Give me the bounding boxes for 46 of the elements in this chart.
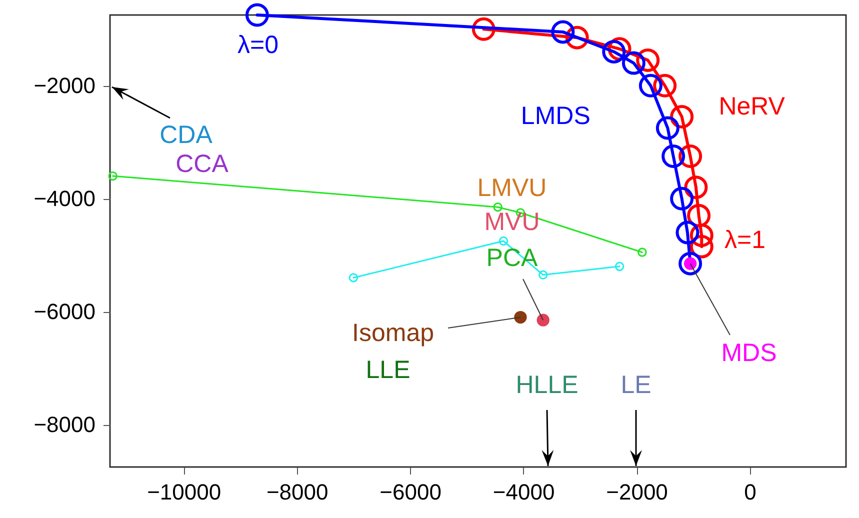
point	[514, 310, 527, 324]
annotation: λ=1	[724, 226, 766, 254]
annotation: Isomap	[352, 319, 434, 347]
x-tick-label: −6000	[380, 480, 442, 504]
y-tick-label: −2000	[34, 73, 96, 98]
point	[538, 270, 548, 280]
series-label: NeRV	[718, 92, 786, 121]
point	[670, 186, 694, 210]
point	[536, 314, 550, 326]
point	[678, 144, 702, 168]
point	[636, 48, 660, 72]
y-tick-label: −4000	[34, 186, 96, 212]
point	[662, 144, 686, 168]
x-tick-label: −2000	[606, 480, 668, 504]
annotation: LE	[620, 371, 652, 399]
point	[653, 74, 677, 98]
annotation: CCA	[176, 150, 229, 178]
point	[638, 74, 662, 98]
x-tick-label: −10000	[147, 480, 222, 504]
point	[551, 20, 575, 44]
point	[638, 248, 647, 257]
annotation: LLE	[366, 356, 410, 384]
annotation: λ=0	[237, 31, 279, 59]
annotation: CDA	[160, 121, 213, 149]
x-tick-label: −8000	[266, 480, 328, 504]
x-tick-label: 0	[744, 480, 756, 504]
y-tick-label: −8000	[34, 412, 96, 438]
point	[614, 262, 624, 272]
series-label: LMDS	[520, 102, 590, 130]
annotation: MVU	[484, 208, 540, 236]
point	[348, 273, 358, 282]
point	[676, 220, 700, 244]
point	[493, 202, 502, 212]
point	[678, 252, 702, 276]
point	[690, 224, 714, 248]
point	[108, 171, 118, 181]
point	[656, 116, 680, 140]
x-tick-label: −4000	[492, 480, 555, 504]
point	[602, 40, 626, 64]
point	[245, 3, 269, 27]
y-tick-label: −6000	[34, 299, 96, 324]
point	[622, 51, 646, 75]
point	[498, 236, 508, 246]
annotation: HLLE	[516, 371, 578, 399]
annotation: LMVU	[477, 174, 547, 202]
annotation: MDS	[721, 339, 777, 367]
